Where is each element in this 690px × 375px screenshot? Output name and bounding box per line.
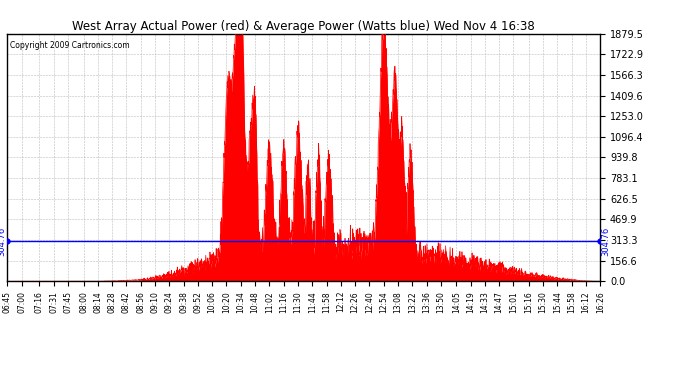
Text: 304.76: 304.76 [0,226,6,256]
Text: 304.76: 304.76 [601,226,611,256]
Title: West Array Actual Power (red) & Average Power (Watts blue) Wed Nov 4 16:38: West Array Actual Power (red) & Average … [72,20,535,33]
Text: Copyright 2009 Cartronics.com: Copyright 2009 Cartronics.com [10,41,130,50]
